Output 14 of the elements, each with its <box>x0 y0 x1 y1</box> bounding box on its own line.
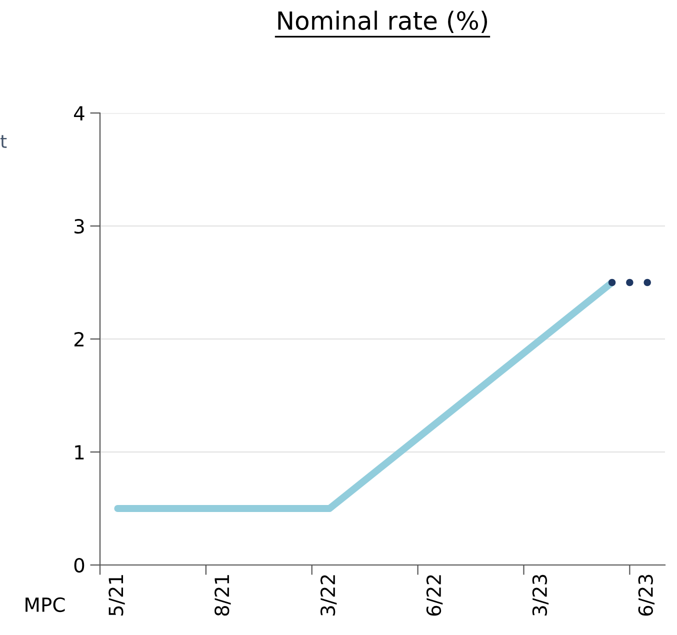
chart-title: Nominal rate (%) <box>278 10 488 33</box>
x-tick-label: 8/21 <box>214 575 231 616</box>
x-tick-label: 6/23 <box>638 574 655 616</box>
y-tick-label: 3 <box>74 218 84 234</box>
x-tick-label: 6/22 <box>426 575 443 616</box>
x-tick-label: 3/23 <box>532 574 549 616</box>
x-tick-label: 3/22 <box>320 575 337 616</box>
y-tick-label: 0 <box>74 558 84 573</box>
text: t <box>0 135 7 148</box>
y-tick-label: 1 <box>75 445 84 460</box>
x-tick-label: 5/21 <box>108 575 125 616</box>
y-tick-label: 2 <box>74 332 84 346</box>
x-axis-title: MPC <box>26 597 65 612</box>
y-tick-label: 4 <box>74 106 84 120</box>
